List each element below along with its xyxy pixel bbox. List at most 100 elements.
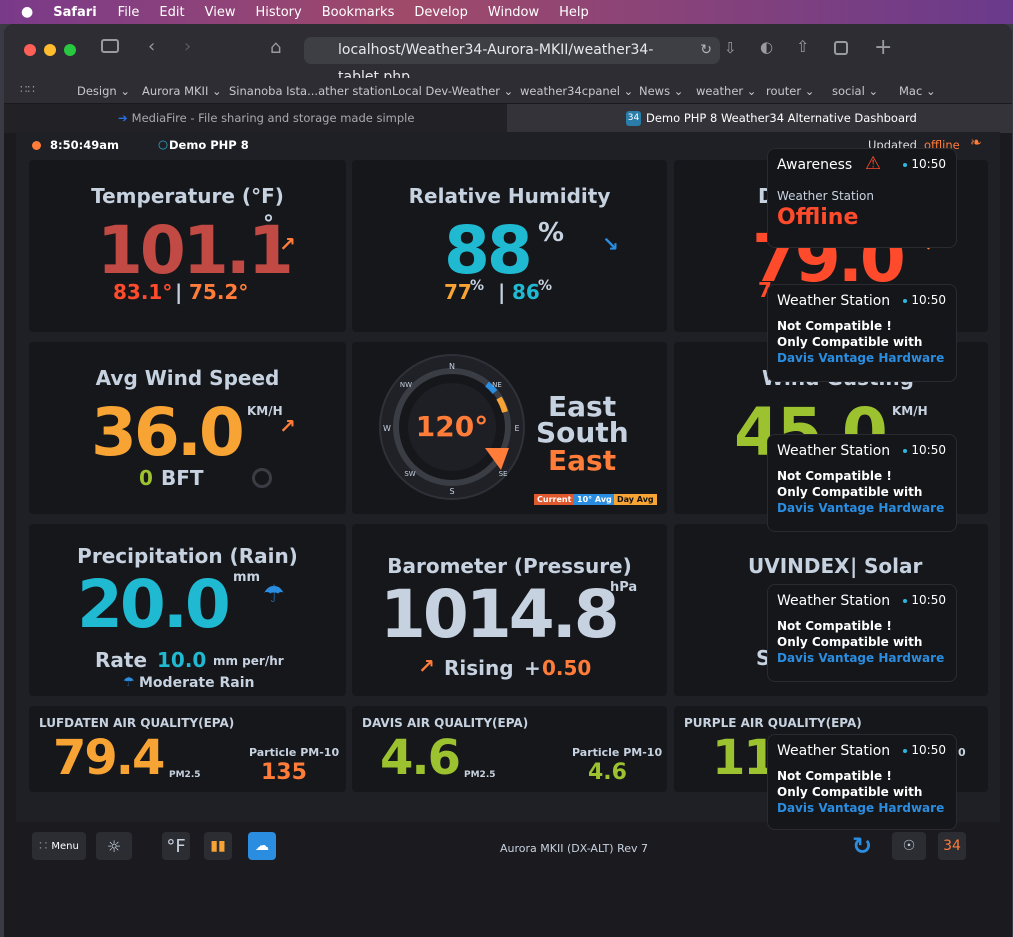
compat-popup-4[interactable]: Weather Station 10:50 Not Compatible ! O… xyxy=(767,734,957,830)
barometer-card[interactable]: Barometer (Pressure) 1014.8 hPa ↗ Rising… xyxy=(352,524,667,696)
lightbulb-icon[interactable]: ☉ xyxy=(892,832,926,860)
reload-icon[interactable]: ↻ xyxy=(700,42,712,58)
compat-popup-2[interactable]: Weather Station 10:50 Not Compatible ! O… xyxy=(767,434,957,532)
wind-title: Avg Wind Speed xyxy=(95,366,280,390)
awareness-time: 10:50 xyxy=(903,157,946,171)
uv-title: UVINDEX xyxy=(748,554,850,578)
browser-toolbar: ‹ › ⌂ localhost/Weather34-Aurora-MKII/we… xyxy=(4,24,1012,85)
awareness-popup[interactable]: Awareness ⚠ 10:50 Weather Station Offlin… xyxy=(767,148,957,248)
aq2-pm: 4.6 xyxy=(588,760,627,785)
compass-nw: NW xyxy=(400,381,412,389)
share-icon[interactable]: ⇧ xyxy=(796,37,810,56)
clock-icon xyxy=(32,141,41,150)
compass-sw: SW xyxy=(404,470,415,478)
awareness-line1: Weather Station xyxy=(777,189,875,203)
grid-icon[interactable]: ∷∷ xyxy=(20,82,35,96)
bookmark-social[interactable]: social ⌄ xyxy=(832,84,879,98)
humidity-unit: % xyxy=(538,218,565,248)
humidity-sep: | xyxy=(498,280,506,304)
popup-line1: Not Compatible ! xyxy=(777,769,892,783)
bookmark-router[interactable]: router ⌄ xyxy=(766,84,815,98)
wind-bft: 0 xyxy=(139,466,153,490)
minimize-window-button[interactable] xyxy=(44,44,56,56)
mediafire-icon: ➔ xyxy=(118,111,128,125)
tab-mediafire[interactable]: ➔ MediaFire - File sharing and storage ma… xyxy=(4,104,507,133)
compass-n: N xyxy=(449,362,455,371)
popup-time: 10:50 xyxy=(903,593,946,607)
tab-weather34[interactable]: 34 Demo PHP 8 Weather34 Alternative Dashb… xyxy=(507,104,1012,133)
bookmark-aurora[interactable]: Aurora MKII ⌄ xyxy=(142,84,222,98)
charts-icon[interactable]: ▮▮ xyxy=(204,832,232,860)
aq-lufdaten-card[interactable]: LUFDATEN AIR QUALITY(EPA) 79.4 PM2.5 Par… xyxy=(29,706,346,792)
barometer-change-sign: + xyxy=(524,656,541,680)
bookmark-local-dev[interactable]: Local Dev-Weather ⌄ xyxy=(392,84,514,98)
forward-icon[interactable]: › xyxy=(184,36,192,57)
humidity-high-unit: % xyxy=(538,278,553,294)
aq1-value: 79.4 xyxy=(53,730,165,786)
menu-app-safari[interactable]: Safari xyxy=(53,4,97,20)
sidebar-icon[interactable] xyxy=(101,39,119,53)
bookmark-sinanoba[interactable]: Sinanoba Ista...ather station xyxy=(229,84,392,98)
bookmark-weather[interactable]: weather ⌄ xyxy=(696,84,757,98)
compass-card[interactable]: 120° N NE E SE S SW W NW East South East… xyxy=(352,342,667,514)
close-window-button[interactable] xyxy=(24,44,36,56)
menu-history[interactable]: History xyxy=(255,4,302,20)
menu-bookmarks[interactable]: Bookmarks xyxy=(321,4,395,20)
popup-line1: Not Compatible ! xyxy=(777,469,892,483)
rain-title: Precipitation (Rain) xyxy=(77,544,298,568)
bookmark-cpanel[interactable]: weather34cpanel ⌄ xyxy=(520,84,634,98)
menu-window[interactable]: Window xyxy=(487,4,540,20)
menu-develop[interactable]: Develop xyxy=(414,4,468,20)
rain-rate: 10.0 xyxy=(157,648,207,672)
address-bar[interactable]: localhost/Weather34-Aurora-MKII/weather3… xyxy=(304,37,720,85)
menu-view[interactable]: View xyxy=(204,4,236,20)
popup-time: 10:50 xyxy=(903,743,946,757)
download-icon[interactable]: ⇩ xyxy=(724,39,737,57)
bookmark-mac[interactable]: Mac ⌄ xyxy=(899,84,936,98)
aq-davis-card[interactable]: DAVIS AIR QUALITY(EPA) 4.6 PM2.5 Particl… xyxy=(352,706,667,792)
menu-file[interactable]: File xyxy=(117,4,140,20)
zoom-window-button[interactable] xyxy=(64,44,76,56)
compat-popup-3[interactable]: Weather Station 10:50 Not Compatible ! O… xyxy=(767,584,957,682)
aq1-unit: PM2.5 xyxy=(169,770,201,780)
menu-help[interactable]: Help xyxy=(559,4,589,20)
shield-icon[interactable]: ◐ xyxy=(760,38,774,56)
popup-link[interactable]: Davis Vantage Hardware xyxy=(777,801,945,815)
wind-card[interactable]: Avg Wind Speed 36.0 KM/H ↗ 0 BFT xyxy=(29,342,346,514)
popup-link[interactable]: Davis Vantage Hardware xyxy=(777,501,945,515)
rain-rate-unit: mm per/hr xyxy=(213,654,284,668)
humidity-low: 77 xyxy=(444,280,472,304)
bookmark-design[interactable]: Design ⌄ xyxy=(77,84,130,98)
humidity-high: 86 xyxy=(512,280,540,304)
refresh-icon[interactable]: ↻ xyxy=(852,832,873,860)
menu-edit[interactable]: Edit xyxy=(159,4,185,20)
tab-overview-icon[interactable] xyxy=(834,41,848,55)
humidity-title: Relative Humidity xyxy=(408,184,611,208)
menu-button[interactable]: ∷ Menu xyxy=(32,832,86,860)
rain-card[interactable]: Precipitation (Rain) 20.0 mm ☂ Rate 10.0… xyxy=(29,524,346,696)
popup-link[interactable]: Davis Vantage Hardware xyxy=(777,651,945,665)
aq2-pm-label: Particle PM-10 xyxy=(572,746,663,759)
apple-icon[interactable]: ● xyxy=(21,4,34,20)
weather-cloud-icon[interactable]: ☁ xyxy=(248,832,276,860)
tab-label: MediaFire - File sharing and storage mad… xyxy=(131,111,415,125)
barometer-title: Barometer (Pressure) xyxy=(387,554,632,578)
rain-rate-label: Rate xyxy=(95,648,148,672)
solar-title: Solar xyxy=(864,554,923,578)
compat-popup-1[interactable]: Weather Station 10:50 Not Compatible ! O… xyxy=(767,284,957,382)
temperature-card[interactable]: Temperature (°F) 101.1 ° ↗ 83.1° | 75.2° xyxy=(29,160,346,332)
header-location: Demo PHP 8 xyxy=(169,138,249,152)
popup-line2: Only Compatible with xyxy=(777,335,923,349)
home-icon[interactable]: ⌂ xyxy=(270,37,282,58)
humidity-card[interactable]: Relative Humidity 88 % ↘ 77 % | 86 % xyxy=(352,160,667,332)
weather34-logo-button[interactable]: 34 xyxy=(938,832,966,860)
theme-sun-icon[interactable]: ☼ xyxy=(96,832,132,860)
wind-value: 36.0 xyxy=(91,394,245,471)
bookmark-news[interactable]: News ⌄ xyxy=(639,84,684,98)
back-icon[interactable]: ‹ xyxy=(148,36,156,57)
popup-link[interactable]: Davis Vantage Hardware xyxy=(777,351,945,365)
unit-toggle-button[interactable]: °F xyxy=(162,832,190,860)
new-tab-icon[interactable]: + xyxy=(874,35,893,60)
tab-bar: ➔ MediaFire - File sharing and storage ma… xyxy=(4,103,1012,133)
legend-current: Current xyxy=(534,494,575,505)
